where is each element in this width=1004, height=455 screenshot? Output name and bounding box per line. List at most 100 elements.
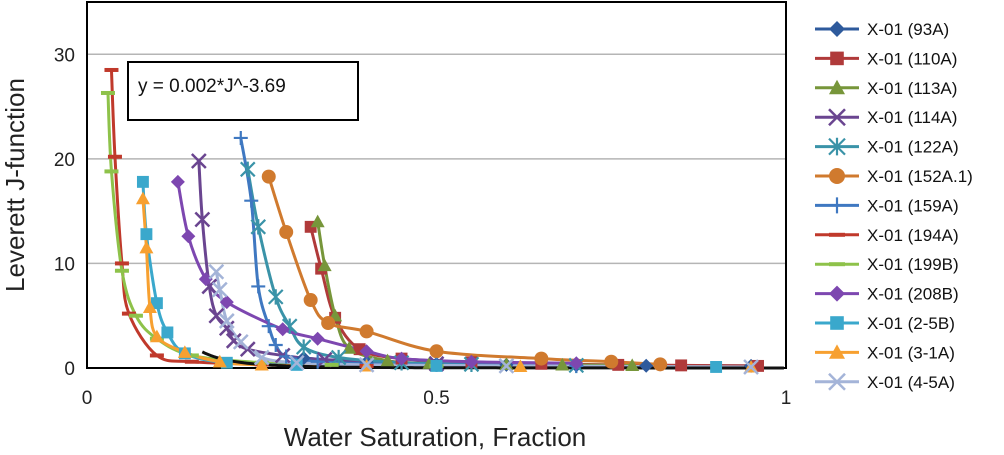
data-point — [142, 300, 157, 313]
series-markers-5 — [261, 169, 668, 372]
legend-item: X-01 (113A) — [815, 79, 957, 98]
data-point — [136, 175, 149, 188]
data-point — [324, 362, 339, 367]
legend-label: X-01 (113A) — [867, 79, 957, 98]
data-point — [604, 354, 619, 369]
data-point — [828, 137, 846, 156]
data-point — [114, 261, 129, 266]
legend-label: X-01 (114A) — [867, 108, 957, 127]
series-line-10 — [141, 181, 717, 369]
data-point — [279, 225, 294, 240]
data-point — [211, 281, 228, 298]
data-point — [829, 344, 845, 359]
series-markers — [100, 67, 764, 375]
data-point — [107, 154, 122, 159]
series-markers-6 — [233, 130, 584, 373]
legend-item: X-01 (2-5B) — [815, 314, 955, 333]
data-point — [304, 220, 317, 233]
series-markers-10 — [136, 175, 723, 373]
data-point — [261, 169, 276, 184]
x-axis-ticks: 0 0.5 1 — [82, 388, 792, 409]
data-point — [828, 108, 846, 127]
data-point — [140, 228, 153, 241]
legend-item: X-01 (159A) — [815, 196, 959, 215]
data-point — [303, 293, 318, 308]
data-point — [220, 356, 233, 369]
data-point — [612, 358, 625, 371]
data-point — [184, 359, 199, 364]
data-point — [161, 326, 174, 339]
series-line-12 — [214, 271, 752, 369]
data-point — [177, 345, 192, 358]
data-point — [675, 359, 688, 372]
data-point — [268, 337, 283, 352]
data-point — [198, 272, 213, 287]
data-point — [194, 211, 211, 228]
data-point — [828, 372, 846, 391]
data-point — [752, 359, 764, 372]
legend: X-01 (93A) X-01 (110A) X-01 (113A) X-01 (11… — [815, 20, 973, 392]
data-point — [394, 351, 409, 366]
data-point — [513, 359, 528, 373]
data-point — [128, 313, 143, 318]
legend-item: X-01 (194A) — [815, 226, 959, 245]
y-tick-label: 20 — [54, 150, 75, 171]
data-point — [139, 240, 154, 254]
series-markers-4 — [239, 161, 585, 374]
equation-box — [127, 61, 359, 121]
legend-label: X-01 (2-5B) — [867, 314, 955, 333]
data-point — [464, 354, 479, 369]
data-point — [330, 349, 347, 366]
legend-item: X-01 (152A.1) — [815, 167, 973, 186]
data-point — [499, 357, 514, 370]
data-point — [114, 268, 129, 273]
series-line-1 — [309, 226, 759, 368]
data-point — [653, 357, 668, 372]
data-point — [317, 258, 332, 272]
data-point — [253, 349, 270, 366]
data-point — [233, 130, 248, 145]
series-markers-3 — [190, 153, 445, 372]
data-point — [251, 279, 266, 294]
data-point — [639, 358, 654, 373]
data-point — [829, 285, 845, 302]
y-axis-ticks: 0 10 20 30 — [54, 45, 75, 380]
legend-label: X-01 (199B) — [867, 255, 959, 274]
data-point — [149, 353, 164, 358]
data-point — [430, 359, 443, 372]
data-point — [261, 319, 276, 334]
legend-label: X-01 (159A) — [867, 196, 959, 215]
data-point — [149, 329, 164, 343]
data-point — [232, 333, 249, 350]
grid-lines — [87, 53, 786, 265]
legend-item: X-01 (93A) — [815, 20, 949, 39]
data-point — [625, 358, 640, 371]
legend-item: X-01 (4-5A) — [815, 373, 955, 392]
plot-area-frame — [86, 1, 787, 369]
data-point — [250, 219, 267, 235]
y-tick-label: 0 — [64, 359, 75, 380]
legend-item: X-01 (199B) — [815, 255, 959, 274]
data-point — [135, 191, 150, 205]
data-point — [100, 90, 115, 95]
legend-item: X-01 (3-1A) — [815, 343, 955, 362]
data-point — [830, 51, 844, 66]
data-point — [310, 354, 325, 369]
series-markers-11 — [135, 191, 759, 373]
data-point — [121, 311, 136, 316]
series-markers-1 — [304, 220, 764, 372]
data-point — [219, 295, 234, 310]
legend-label: X-01 (110A) — [867, 49, 957, 68]
legend-item: X-01 (114A) — [815, 108, 957, 127]
data-point — [534, 351, 549, 366]
legend-label: X-01 (208B) — [867, 285, 959, 304]
data-point — [829, 21, 845, 37]
data-point — [321, 316, 336, 331]
data-point — [184, 353, 199, 358]
data-point — [743, 359, 759, 375]
data-point — [267, 289, 284, 305]
data-point — [254, 357, 269, 371]
data-point — [555, 357, 570, 371]
data-point — [429, 344, 444, 359]
data-point — [829, 79, 845, 95]
